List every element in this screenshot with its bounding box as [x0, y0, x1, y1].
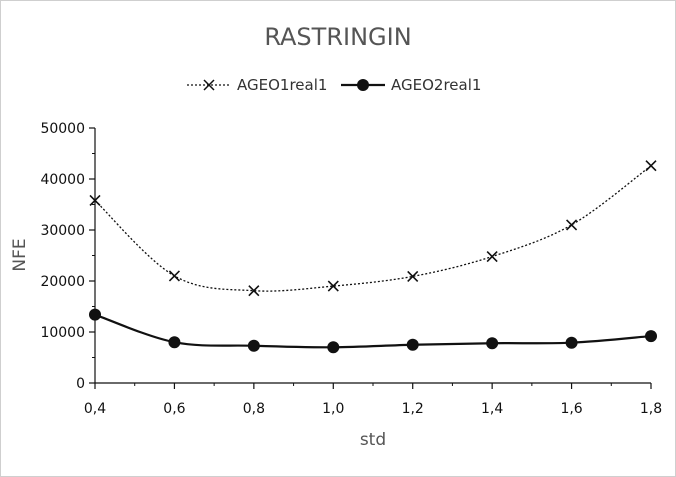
legend-circle-marker-icon — [357, 79, 369, 91]
data-point-ageo2real1 — [565, 336, 578, 349]
legend: AGEO1real1 AGEO2real1 — [187, 76, 481, 94]
series-layer — [89, 160, 657, 354]
x-tick-label: 1,6 — [560, 401, 582, 417]
y-tick-label: 10000 — [40, 325, 85, 341]
data-point-ageo2real1 — [645, 330, 657, 343]
y-tick-label: 50000 — [40, 121, 85, 137]
x-tick-label: 1,2 — [402, 401, 424, 417]
data-point-ageo1real1 — [566, 219, 578, 231]
data-point-ageo1real1 — [168, 270, 180, 282]
y-tick-label: 20000 — [40, 274, 85, 290]
x-tick-label: 1,8 — [640, 401, 662, 417]
data-point-ageo2real1 — [89, 308, 101, 321]
x-tick-label: 0,8 — [243, 401, 265, 417]
data-point-ageo1real1 — [645, 160, 657, 172]
data-point-ageo2real1 — [327, 341, 340, 354]
y-tick-label: 30000 — [40, 223, 85, 239]
chart-title: RASTRINGIN — [264, 23, 411, 51]
x-tick-label: 1,4 — [481, 401, 503, 417]
legend-label-ageo2real1: AGEO2real1 — [391, 76, 481, 94]
data-point-ageo1real1 — [89, 194, 101, 206]
legend-label-ageo1real1: AGEO1real1 — [237, 76, 327, 94]
data-point-ageo2real1 — [168, 336, 181, 349]
series-ageo2real1 — [89, 308, 657, 354]
x-tick-label: 0,6 — [163, 401, 185, 417]
y-tick-label: 0 — [76, 376, 85, 392]
data-point-ageo2real1 — [406, 338, 419, 351]
y-axis-title: NFE — [10, 238, 30, 271]
y-tick-label: 40000 — [40, 172, 85, 188]
data-point-ageo1real1 — [248, 285, 260, 297]
x-axis-title: std — [360, 430, 386, 450]
data-point-ageo1real1 — [407, 270, 419, 282]
y-ticks: 0 10000 20000 30000 40000 50000 — [40, 121, 95, 392]
data-point-ageo2real1 — [247, 339, 260, 352]
data-point-ageo1real1 — [327, 280, 339, 292]
legend-item-ageo1real1: AGEO1real1 — [187, 76, 327, 94]
data-point-ageo1real1 — [486, 250, 498, 263]
x-tick-label: 0,4 — [84, 401, 106, 417]
legend-x-marker-icon — [203, 79, 215, 91]
x-tick-label: 1,0 — [322, 401, 344, 417]
x-ticks: 0,4 0,6 0,8 1,0 1,2 1,4 1,6 1,8 — [84, 383, 662, 417]
data-point-ageo2real1 — [486, 337, 499, 350]
legend-item-ageo2real1: AGEO2real1 — [341, 76, 481, 94]
series-ageo1real1 — [89, 160, 657, 297]
axes: 0 10000 20000 30000 40000 50000 0,4 0,6 0,8 1,0 1… — [40, 121, 662, 417]
